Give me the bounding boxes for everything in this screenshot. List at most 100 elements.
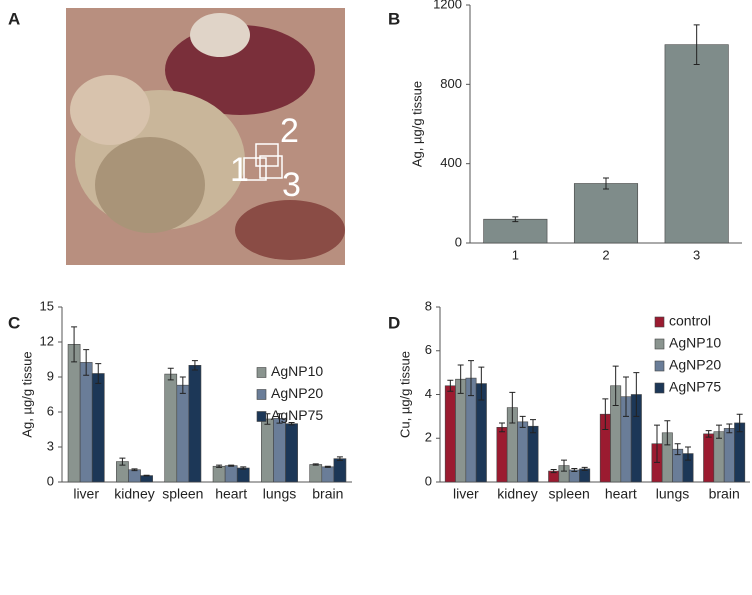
- y-tick-label: 6: [425, 342, 432, 357]
- error-bar: [240, 466, 247, 470]
- legend-swatch: [256, 367, 267, 378]
- y-axis-label: Ag, µg/g tissue: [409, 81, 424, 167]
- error-bar: [131, 468, 138, 472]
- bar: [573, 183, 639, 244]
- y-tick-label: 3: [47, 438, 54, 453]
- bar: [309, 464, 323, 483]
- panel-label: A: [8, 9, 20, 28]
- x-tick-label: kidney: [497, 486, 537, 502]
- x-tick-label: spleen: [549, 486, 590, 502]
- bar: [140, 475, 153, 483]
- y-tick-label: 0: [455, 234, 462, 249]
- y-axis-label: Cu, µg/g tissue: [397, 351, 412, 438]
- bar: [128, 469, 141, 483]
- bar: [483, 218, 548, 244]
- x-tick-label: liver: [73, 486, 99, 502]
- error-bar: [71, 326, 78, 363]
- legend-label: AgNP10: [271, 363, 323, 379]
- error-bar: [603, 177, 609, 190]
- error-bar: [83, 349, 90, 376]
- y-tick-label: 1200: [433, 0, 462, 11]
- region-label: 1: [230, 151, 249, 189]
- y-tick-label: 12: [40, 333, 54, 348]
- x-tick-label: heart: [215, 486, 247, 502]
- panel-label: B: [388, 9, 400, 28]
- legend-swatch: [256, 411, 267, 422]
- error-bar: [179, 376, 186, 394]
- panel-label: D: [388, 313, 400, 332]
- y-tick-label: 8: [425, 298, 432, 313]
- error-bar: [447, 379, 454, 392]
- y-tick-label: 400: [440, 155, 462, 170]
- error-bar: [228, 464, 235, 467]
- bar: [67, 344, 81, 483]
- error-bar: [623, 376, 629, 417]
- x-tick-label: brain: [709, 486, 740, 502]
- y-tick-label: 9: [47, 368, 54, 383]
- error-bar: [602, 398, 609, 430]
- y-tick-label: 0: [47, 473, 54, 488]
- bar: [444, 385, 456, 483]
- error-bar: [674, 443, 681, 456]
- y-tick-label: 15: [40, 298, 54, 313]
- bar: [164, 373, 178, 483]
- legend-swatch: [654, 360, 665, 372]
- y-axis-label: Ag, µg/g tissue: [19, 351, 34, 437]
- bar: [703, 433, 715, 483]
- bar-chart: 0 3 6 9 12 15 Ag, µg/g tissue liver kidney spleen…: [19, 298, 352, 502]
- error-bar: [288, 422, 295, 426]
- error-bar: [736, 413, 743, 433]
- error-bar: [561, 459, 567, 472]
- error-bar: [457, 364, 464, 394]
- error-bar: [726, 423, 733, 434]
- error-bar: [191, 360, 198, 371]
- error-bar: [167, 367, 174, 381]
- bar: [236, 467, 250, 483]
- error-bar: [336, 456, 343, 461]
- error-bar: [571, 467, 578, 472]
- error-bar: [512, 216, 519, 223]
- error-bar: [612, 365, 619, 406]
- bar: [527, 425, 539, 483]
- legend-swatch: [654, 338, 665, 350]
- error-bar: [499, 422, 505, 433]
- error-bar: [216, 464, 223, 468]
- x-tick-label: heart: [605, 486, 637, 502]
- error-bar: [143, 474, 150, 477]
- y-tick-label: 800: [440, 76, 462, 91]
- bar: [91, 373, 105, 483]
- error-bar: [478, 366, 485, 401]
- y-tick-label: 4: [425, 386, 432, 401]
- panel-label: C: [8, 313, 20, 332]
- y-tick-label: 2: [425, 430, 432, 445]
- x-tick-label: lungs: [263, 486, 296, 502]
- bar: [273, 418, 286, 483]
- error-bar: [550, 469, 557, 474]
- legend-swatch: [654, 316, 665, 328]
- bar: [188, 365, 202, 483]
- bar: [455, 378, 467, 483]
- bar: [176, 384, 190, 483]
- bar: [713, 431, 725, 483]
- bar: [517, 421, 529, 483]
- bar: [261, 418, 274, 483]
- bar-chart: 0 2 4 6 8 Cu, µg/g tissue liver kidney spleen hea…: [397, 298, 750, 502]
- error-bar: [664, 420, 671, 446]
- error-bar: [276, 413, 283, 424]
- error-bar: [119, 457, 126, 466]
- x-tick-label: 1: [512, 247, 519, 262]
- error-bar: [685, 446, 691, 461]
- error-bar: [324, 465, 331, 468]
- error-bar: [654, 424, 660, 463]
- bar: [212, 465, 226, 483]
- bar: [333, 458, 347, 483]
- bar: [723, 428, 735, 483]
- x-tick-label: lungs: [656, 486, 689, 502]
- legend-label: AgNP10: [669, 335, 721, 351]
- x-tick-label: brain: [312, 486, 343, 502]
- legend-label: AgNP20: [271, 385, 323, 401]
- bar: [224, 465, 238, 483]
- x-tick-label: spleen: [162, 486, 203, 502]
- error-bar: [312, 463, 319, 466]
